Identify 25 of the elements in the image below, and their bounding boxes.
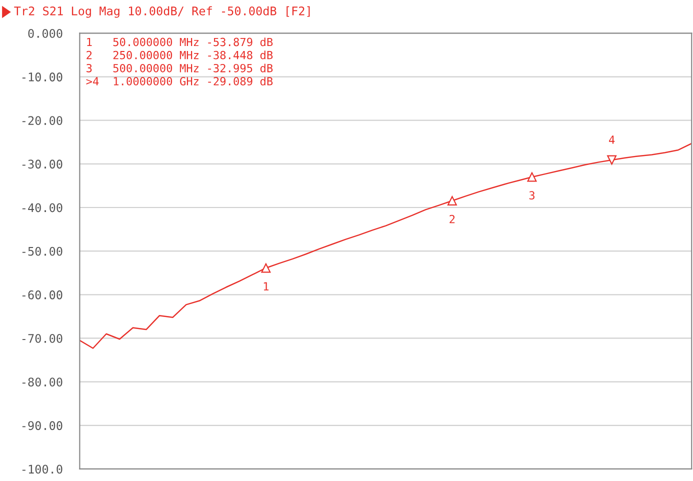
annotation: 4 — [609, 136, 615, 144]
y-tick-label: -40.00 — [22, 203, 62, 212]
annotation: 1 50.000000 MHz -53.879 dB — [87, 38, 273, 46]
point — [447, 196, 457, 206]
y-tick-label: 0.000 — [28, 28, 62, 38]
y-tick-label: -30.00 — [22, 160, 62, 169]
annotation: 3 — [529, 191, 534, 200]
annotation: 1 — [264, 282, 269, 290]
y-tick-label: -80.00 — [22, 378, 62, 386]
point — [527, 172, 537, 182]
annotation: 2 — [450, 214, 455, 224]
y-tick-label: -90.00 — [22, 421, 62, 430]
point — [607, 155, 617, 165]
y-tick-label: -50.00 — [22, 246, 62, 256]
annotation: 2 250.00000 MHz -38.448 dB — [86, 50, 273, 60]
y-tick-label: -70.00 — [22, 334, 62, 343]
chart-title: Tr2 S21 Log Mag 10.00dB/ Ref -50.00dB [F2] — [14, 6, 310, 18]
annotation: >4 1.0000000 GHz -29.089 dB — [86, 76, 273, 86]
line-series — [80, 142, 692, 349]
y-tick-label: -60.00 — [22, 290, 62, 300]
y-tick-label: -100.0 — [22, 464, 62, 474]
point — [261, 263, 271, 273]
annotation: 3 500.00000 MHz -32.995 dB — [86, 64, 273, 72]
y-tick-label: -10.00 — [22, 72, 62, 82]
y-tick-label: -20.00 — [22, 116, 62, 126]
